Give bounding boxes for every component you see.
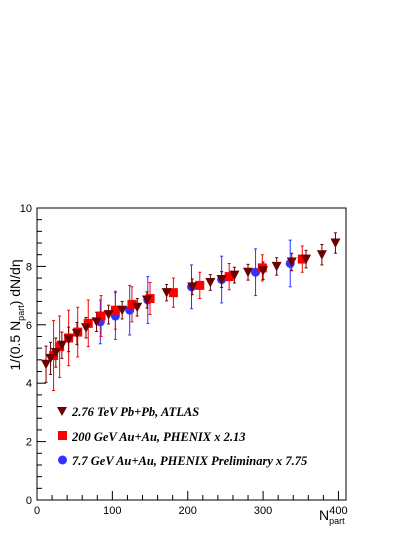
data-point-atlas bbox=[258, 266, 269, 276]
y-tick-label: 8 bbox=[26, 261, 32, 273]
legend-triangle-marker bbox=[57, 407, 67, 416]
data-point-phenix-200 bbox=[195, 280, 205, 290]
data-point-phenix-200 bbox=[297, 254, 307, 264]
y-axis-title-pre: 1/(0.5 N bbox=[7, 321, 23, 371]
x-tick-label: 100 bbox=[103, 505, 121, 517]
legend-entry-atlas: 2.76 TeV Pb+Pb, ATLAS bbox=[57, 405, 199, 419]
data-point-phenix-200 bbox=[55, 342, 65, 352]
data-point-atlas bbox=[142, 295, 153, 305]
y-tick-label: 10 bbox=[20, 203, 32, 215]
data-point-atlas bbox=[45, 353, 56, 364]
data-point-atlas bbox=[63, 334, 74, 345]
data-point-phenix-200 bbox=[96, 311, 106, 321]
legend-entry-phenix-200: 200 GeV Au+Au, PHENIX x 2.13 bbox=[58, 430, 245, 444]
data-point-atlas bbox=[50, 348, 61, 358]
data-point-atlas bbox=[229, 270, 240, 281]
data-point-phenix-200 bbox=[127, 299, 137, 309]
legend-entry-phenix-7: 7.7 GeV Au+Au, PHENIX Preliminary x 7.75 bbox=[58, 454, 307, 468]
x-tick-label: 200 bbox=[179, 505, 197, 517]
legend-circle-marker bbox=[58, 455, 67, 465]
data-point-phenix-200 bbox=[168, 288, 178, 298]
y-axis-title-post: ) dN/dη bbox=[7, 259, 23, 305]
y-tick-label: 2 bbox=[26, 437, 32, 449]
legend-label-atlas: 2.76 TeV Pb+Pb, ATLAS bbox=[71, 405, 199, 419]
data-point-atlas bbox=[132, 302, 143, 313]
plot-frame bbox=[36, 207, 347, 501]
data-point-atlas bbox=[91, 317, 102, 327]
y-tick-label: 6 bbox=[26, 320, 32, 332]
x-axis-title-sub: part bbox=[329, 516, 345, 526]
data-point-phenix-200 bbox=[110, 305, 120, 315]
data-point-phenix-200 bbox=[224, 272, 234, 282]
x-tick-label: 300 bbox=[254, 505, 272, 517]
data-point-atlas bbox=[301, 254, 312, 265]
data-point-atlas bbox=[80, 323, 91, 333]
y-axis-title-sub: part bbox=[16, 305, 26, 321]
data-point-atlas bbox=[103, 310, 114, 320]
data-point-atlas bbox=[271, 261, 282, 272]
error-bars bbox=[44, 232, 337, 391]
x-tick-label: 0 bbox=[34, 505, 40, 517]
x-tick-label: 400 bbox=[329, 505, 347, 517]
data-point-atlas bbox=[56, 340, 67, 351]
data-point-atlas bbox=[286, 257, 297, 268]
data-point-atlas bbox=[216, 275, 227, 285]
markers bbox=[41, 238, 341, 370]
data-point-phenix-7 bbox=[251, 267, 261, 277]
data-point-atlas bbox=[161, 288, 172, 298]
legend-label-phenix-7: 7.7 GeV Au+Au, PHENIX Preliminary x 7.75 bbox=[72, 454, 307, 468]
data-point-atlas bbox=[330, 238, 341, 249]
x-axis-title: Npart bbox=[319, 507, 345, 526]
legend-label-phenix-200: 200 GeV Au+Au, PHENIX x 2.13 bbox=[71, 430, 245, 444]
data-point-atlas bbox=[243, 267, 254, 278]
data-point-atlas bbox=[41, 359, 52, 370]
data-point-atlas bbox=[117, 305, 128, 316]
data-point-atlas bbox=[205, 277, 216, 288]
legend: 2.76 TeV Pb+Pb, ATLAS 200 GeV Au+Au, PHE… bbox=[57, 405, 307, 468]
y-axis-title: 1/(0.5 Npart) dN/dη bbox=[7, 259, 26, 370]
axes: 0 100 200 300 400 0 2 4 6 8 10 bbox=[20, 203, 348, 517]
data-point-atlas bbox=[71, 329, 82, 339]
x-axis-title-main: N bbox=[319, 507, 329, 523]
legend-square-marker bbox=[58, 431, 67, 440]
y-tick-label: 0 bbox=[26, 495, 32, 507]
data-point-atlas bbox=[316, 250, 327, 260]
data-point-atlas bbox=[187, 282, 198, 292]
y-tick-label: 4 bbox=[26, 378, 32, 390]
